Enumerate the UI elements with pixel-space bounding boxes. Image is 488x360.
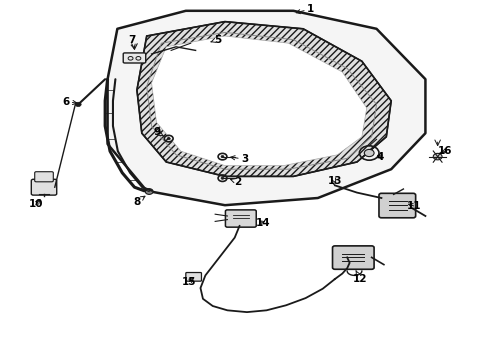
Text: 12: 12 [352, 271, 366, 284]
Text: 16: 16 [437, 146, 451, 156]
Circle shape [75, 102, 81, 107]
Text: 10: 10 [28, 199, 43, 210]
Text: 9: 9 [154, 127, 163, 138]
Circle shape [432, 153, 441, 160]
Text: 15: 15 [182, 276, 196, 287]
Text: 11: 11 [406, 201, 420, 211]
Circle shape [167, 138, 170, 140]
Text: 5: 5 [210, 35, 221, 45]
FancyBboxPatch shape [378, 193, 415, 218]
Text: 1: 1 [296, 4, 313, 14]
Text: 2: 2 [230, 177, 241, 187]
FancyBboxPatch shape [225, 210, 256, 227]
Text: 7: 7 [128, 35, 136, 49]
Circle shape [221, 177, 224, 179]
FancyBboxPatch shape [332, 246, 373, 269]
Polygon shape [107, 11, 425, 205]
Text: 6: 6 [62, 96, 77, 107]
Text: 14: 14 [255, 218, 270, 228]
Text: 3: 3 [230, 154, 247, 164]
FancyBboxPatch shape [123, 53, 145, 63]
FancyBboxPatch shape [35, 172, 53, 182]
Polygon shape [151, 36, 366, 166]
Text: 8: 8 [133, 196, 144, 207]
Polygon shape [137, 22, 390, 176]
Text: 4: 4 [376, 152, 384, 162]
Circle shape [364, 149, 373, 157]
FancyBboxPatch shape [31, 179, 57, 195]
Text: 13: 13 [327, 176, 342, 186]
Circle shape [221, 156, 224, 158]
Circle shape [145, 189, 153, 194]
FancyBboxPatch shape [185, 273, 201, 281]
